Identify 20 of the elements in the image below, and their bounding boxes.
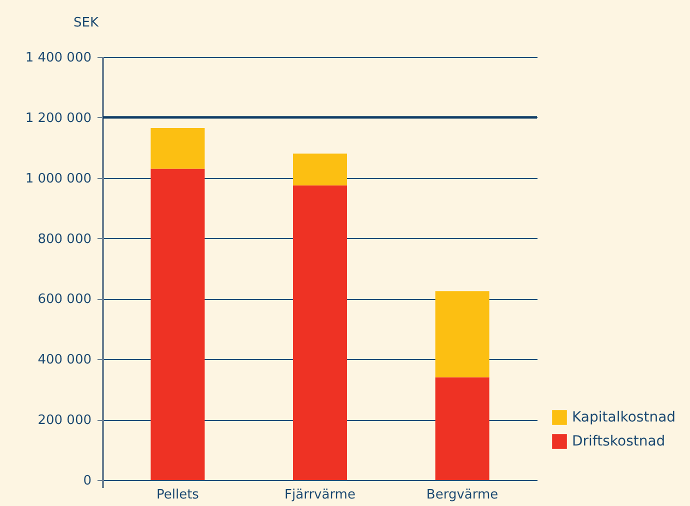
bar — [150, 168, 205, 480]
y-tick-label: 1 000 000 — [25, 171, 92, 186]
x-tick-label: Bergvärme — [426, 488, 498, 502]
x-tick-label: Fjärrvärme — [284, 488, 356, 502]
bar — [435, 377, 490, 480]
y-tick-label: 0 — [83, 474, 92, 488]
bar — [293, 154, 347, 186]
bar — [293, 185, 347, 480]
y-tick-label: 800 000 — [38, 232, 92, 247]
bar — [435, 291, 490, 378]
y-tick-label: 400 000 — [38, 352, 92, 368]
y-axis-title: SEK — [74, 16, 99, 30]
legend-label: Kapitalkostnad — [572, 410, 676, 426]
bar — [150, 128, 205, 169]
y-tick-label: 600 000 — [38, 292, 92, 308]
y-tick-label: 1 200 000 — [25, 110, 92, 126]
y-tick-label: 1 400 000 — [25, 50, 92, 66]
x-tick-label: Pellets — [156, 488, 200, 502]
y-tick-label: 200 000 — [38, 413, 92, 428]
legend-label: Driftskostnad — [572, 434, 666, 450]
